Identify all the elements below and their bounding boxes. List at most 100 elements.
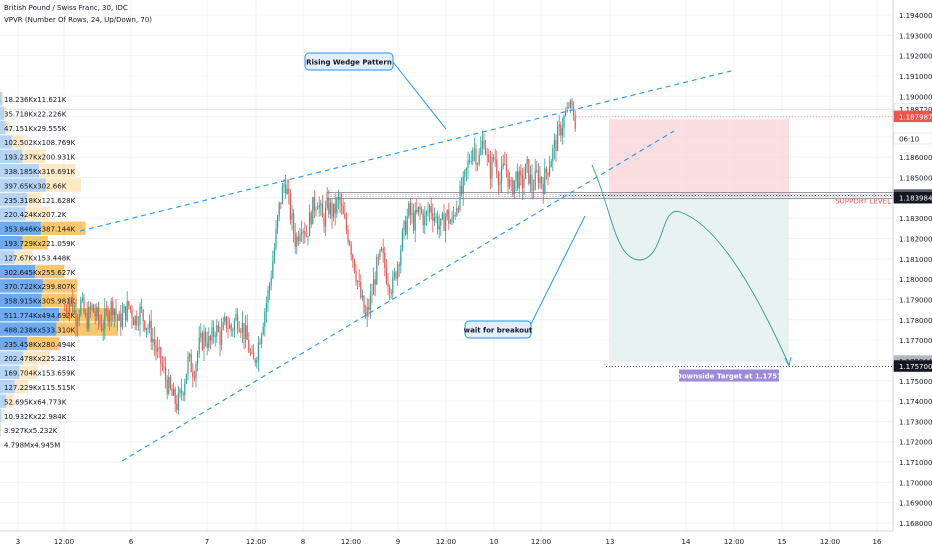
rising-wedge-callout-text: Rising Wedge Pattern [306,59,392,67]
candle [91,305,92,309]
candle [290,193,291,220]
candle [541,177,542,184]
candle [570,100,571,107]
candle [304,231,305,235]
candle [488,154,489,162]
candle [293,213,294,232]
candle [143,310,144,321]
volume-profile-label: 102.502Kx108.769K [4,139,76,147]
candle [223,322,224,329]
candle [107,310,108,322]
candle [82,298,83,300]
candle [375,279,376,284]
chart-title: British Pound / Swiss Franc, 30, IDC [4,4,128,12]
volume-profile-label: 202.478Kx225.281K [4,355,76,363]
candle [506,165,507,170]
candle [419,207,420,210]
candle [271,278,272,285]
candle [362,296,363,298]
y-tick-label: 1.191000 [899,73,932,81]
candle [347,230,348,242]
candle [85,313,86,314]
candle [535,170,536,189]
candle [165,367,166,379]
y-tick-label: 1.177000 [899,337,932,345]
volume-profile-label: 35.718Kx22.226K [4,110,67,118]
candle [435,216,436,217]
x-tick-label: 12:00 [246,538,266,546]
candle [259,342,260,343]
candle [72,297,73,312]
y-tick-label: 1.194000 [899,12,932,20]
candle [298,237,299,241]
candle [565,112,566,116]
candle [215,336,216,337]
x-tick-label: 16 [873,538,882,546]
candle [533,189,534,190]
candle [285,185,286,194]
y-tick-label: 1.172000 [899,439,932,447]
candle [480,148,481,155]
candle [130,306,131,308]
volume-profile-label: 10.932Kx22.984K [4,413,67,421]
candle [507,170,508,187]
x-tick-label: 8 [301,538,305,546]
candle [138,325,139,326]
candle [413,213,414,231]
candle [431,206,432,213]
candle [544,168,545,193]
candle [477,164,478,165]
candle [187,357,188,374]
candle [471,161,472,162]
price-label: 1.187987 [899,113,932,121]
candle [119,314,120,321]
candle [368,307,369,310]
candle [445,217,446,231]
candle [432,213,433,221]
candle [314,197,315,211]
candle [525,164,526,179]
candle [383,249,384,253]
stop-loss-zone[interactable] [609,119,789,196]
candle [207,343,208,348]
profit-target-zone[interactable] [609,196,789,363]
candle [333,204,334,218]
y-tick-label: 1.170000 [899,479,932,487]
candle [95,312,96,316]
candle [379,250,380,257]
candle [568,107,569,108]
candle [429,206,430,212]
candle [479,155,480,165]
x-tick-label: 12:00 [724,538,744,546]
candle [503,164,504,167]
candle [243,323,244,339]
candle [159,347,160,348]
candle [405,221,406,235]
candle [162,364,163,366]
candle [80,300,81,314]
candle [339,196,340,203]
candle [440,219,441,226]
candle [283,185,284,187]
x-tick-label: 6 [129,538,134,546]
candle [490,162,491,178]
position-boxes [609,119,789,362]
candle [183,393,184,395]
candle [573,107,574,116]
candle [255,359,256,362]
candle [539,177,540,183]
candle [171,388,172,396]
candle [520,171,521,176]
volume-profile-label: 127.67Kx153.448K [4,254,71,262]
candle [152,339,153,342]
candle [155,345,156,351]
candle [93,305,94,313]
candle [311,212,312,224]
candle [307,236,308,237]
candle [146,328,147,330]
volume-profile-label: 353.846Kx387.144K [4,226,76,234]
candle [360,282,361,298]
candle [221,329,222,345]
